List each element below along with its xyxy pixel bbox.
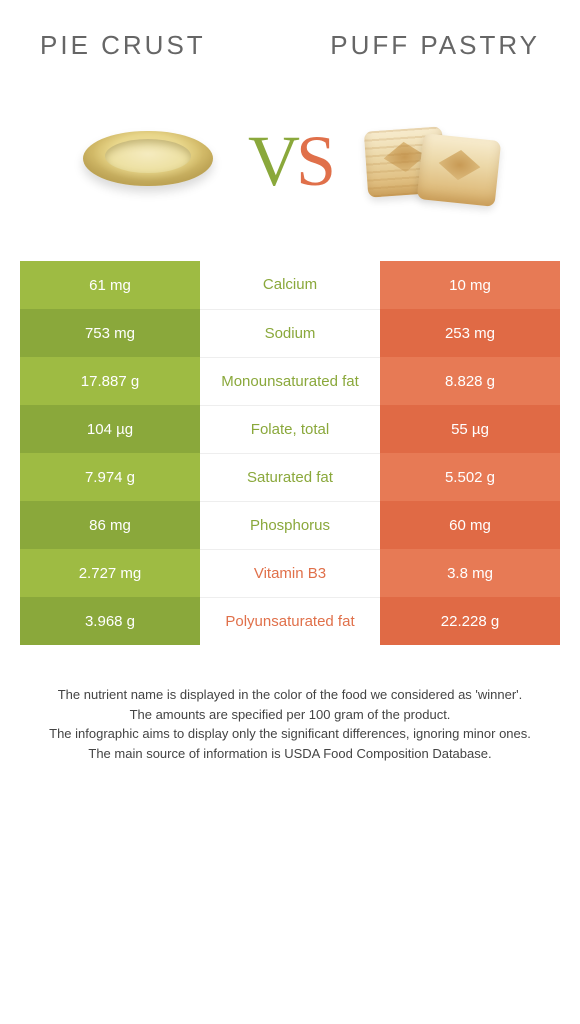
table-row: 61 mgCalcium10 mg — [20, 261, 560, 309]
table-row: 753 mgSodium253 mg — [20, 309, 560, 357]
footer-notes: The nutrient name is displayed in the co… — [20, 685, 560, 763]
left-value: 3.968 g — [20, 597, 200, 645]
nutrient-label: Calcium — [200, 261, 380, 309]
nutrient-label: Phosphorus — [200, 501, 380, 549]
footer-line-2: The amounts are specified per 100 gram o… — [38, 705, 542, 725]
footer-line-1: The nutrient name is displayed in the co… — [38, 685, 542, 705]
nutrient-tbody: 61 mgCalcium10 mg753 mgSodium253 mg17.88… — [20, 261, 560, 645]
right-value: 22.228 g — [380, 597, 560, 645]
nutrient-label: Monounsaturated fat — [200, 357, 380, 405]
right-value: 3.8 mg — [380, 549, 560, 597]
title-left: PIE CRUST — [40, 30, 206, 61]
table-row: 104 µgFolate, total55 µg — [20, 405, 560, 453]
nutrient-label: Polyunsaturated fat — [200, 597, 380, 645]
left-value: 86 mg — [20, 501, 200, 549]
titles-row: PIE CRUST PUFF PASTRY — [20, 30, 560, 61]
table-row: 86 mgPhosphorus60 mg — [20, 501, 560, 549]
left-value: 104 µg — [20, 405, 200, 453]
infographic-container: PIE CRUST PUFF PASTRY VS 61 mgCalcium10 … — [0, 0, 580, 783]
left-value: 61 mg — [20, 261, 200, 309]
puff-pastry-image — [362, 111, 502, 211]
nutrient-label: Vitamin B3 — [200, 549, 380, 597]
nutrient-label: Folate, total — [200, 405, 380, 453]
table-row: 7.974 gSaturated fat5.502 g — [20, 453, 560, 501]
footer-line-4: The main source of information is USDA F… — [38, 744, 542, 764]
left-value: 2.727 mg — [20, 549, 200, 597]
footer-line-3: The infographic aims to display only the… — [38, 724, 542, 744]
nutrient-label: Sodium — [200, 309, 380, 357]
right-value: 60 mg — [380, 501, 560, 549]
title-right: PUFF PASTRY — [330, 30, 540, 61]
left-value: 17.887 g — [20, 357, 200, 405]
vs-s: S — [296, 121, 332, 201]
vs-label: VS — [248, 125, 332, 197]
table-row: 3.968 gPolyunsaturated fat22.228 g — [20, 597, 560, 645]
vs-v: V — [248, 121, 296, 201]
left-value: 7.974 g — [20, 453, 200, 501]
left-value: 753 mg — [20, 309, 200, 357]
nutrient-label: Saturated fat — [200, 453, 380, 501]
hero-row: VS — [20, 101, 560, 221]
table-row: 17.887 gMonounsaturated fat8.828 g — [20, 357, 560, 405]
right-value: 10 mg — [380, 261, 560, 309]
nutrient-table: 61 mgCalcium10 mg753 mgSodium253 mg17.88… — [20, 261, 560, 645]
right-value: 253 mg — [380, 309, 560, 357]
table-row: 2.727 mgVitamin B33.8 mg — [20, 549, 560, 597]
right-value: 55 µg — [380, 405, 560, 453]
pie-crust-image — [78, 111, 218, 211]
right-value: 8.828 g — [380, 357, 560, 405]
right-value: 5.502 g — [380, 453, 560, 501]
